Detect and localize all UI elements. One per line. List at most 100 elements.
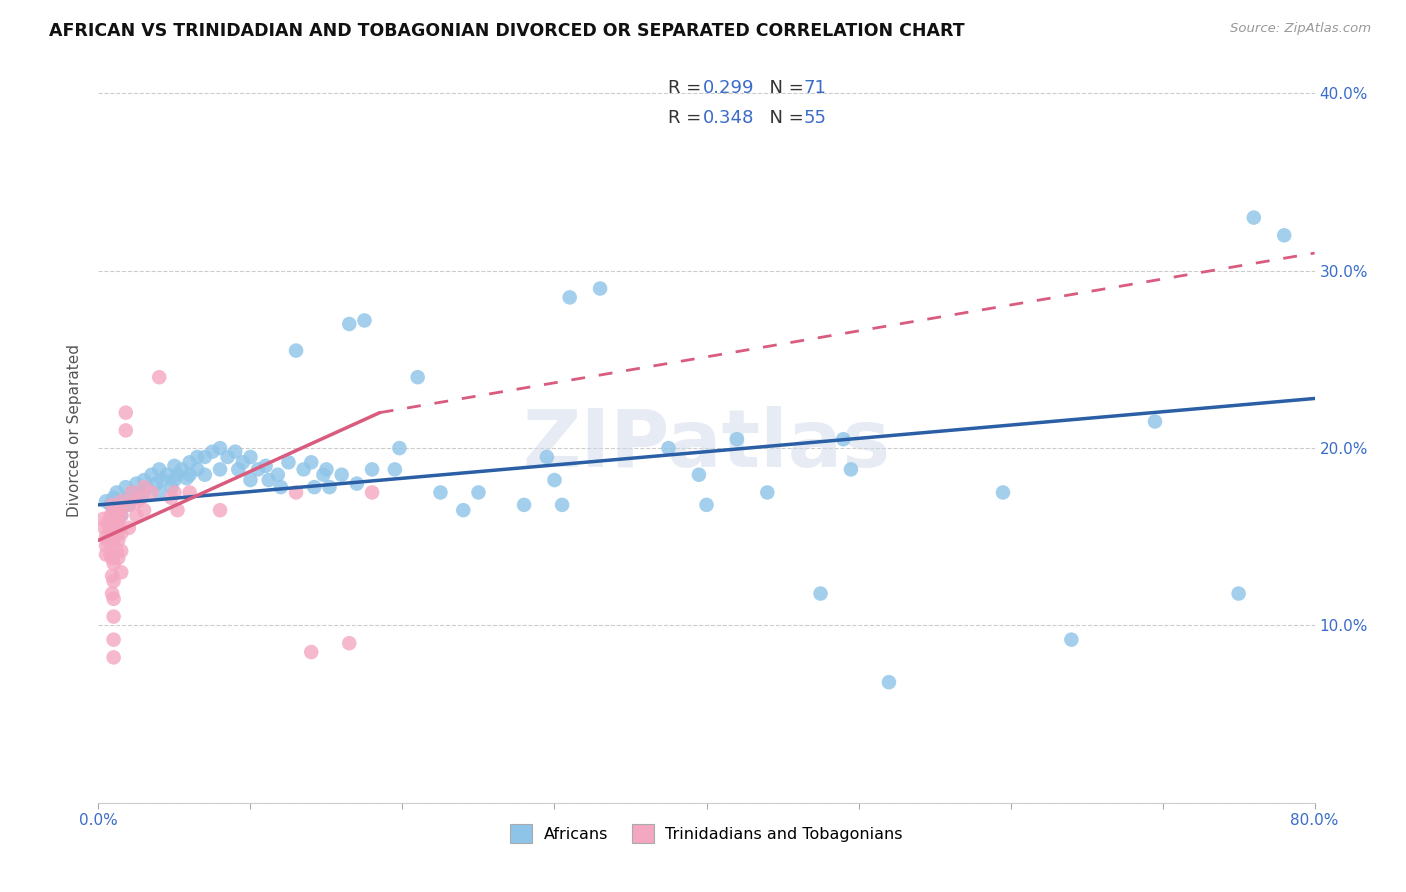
Point xyxy=(110,494,132,508)
Point xyxy=(101,498,124,512)
Point xyxy=(163,473,186,487)
Point xyxy=(353,313,375,327)
Point xyxy=(118,498,141,512)
Point xyxy=(125,508,148,523)
Point xyxy=(114,406,136,420)
Point xyxy=(118,498,141,512)
Text: 0.299: 0.299 xyxy=(703,78,755,96)
Point xyxy=(337,317,360,331)
Point xyxy=(170,462,193,476)
Point xyxy=(877,675,900,690)
Point xyxy=(179,485,201,500)
Point xyxy=(129,491,152,505)
Point xyxy=(108,521,131,535)
Point xyxy=(114,423,136,437)
Point xyxy=(226,462,249,476)
Point xyxy=(156,467,179,482)
Point xyxy=(267,467,290,482)
Point xyxy=(94,539,117,553)
Point xyxy=(103,503,125,517)
Point xyxy=(589,281,612,295)
Text: 55: 55 xyxy=(804,109,827,127)
Point xyxy=(304,480,326,494)
Point xyxy=(110,508,132,523)
Point xyxy=(209,441,232,455)
Point xyxy=(148,462,170,476)
Point xyxy=(1227,586,1250,600)
Point xyxy=(551,498,574,512)
Point xyxy=(105,485,128,500)
Point xyxy=(148,485,170,500)
Text: N =: N = xyxy=(758,78,808,96)
Point xyxy=(725,432,748,446)
Point xyxy=(1060,632,1083,647)
Point xyxy=(103,650,125,665)
Point xyxy=(101,551,124,566)
Point xyxy=(513,498,536,512)
Point xyxy=(132,503,155,517)
Point xyxy=(101,586,124,600)
Point xyxy=(101,533,124,548)
Point xyxy=(91,512,114,526)
Point xyxy=(406,370,429,384)
Point xyxy=(132,473,155,487)
Point xyxy=(285,343,308,358)
Point xyxy=(94,530,117,544)
Point xyxy=(118,521,141,535)
Point xyxy=(239,450,262,464)
Point xyxy=(132,485,155,500)
Point xyxy=(105,508,128,523)
Point xyxy=(101,516,124,530)
Point xyxy=(217,450,239,464)
Point xyxy=(270,480,292,494)
Point xyxy=(179,455,201,469)
Point xyxy=(125,491,148,505)
Point xyxy=(110,544,132,558)
Point xyxy=(330,467,353,482)
Point xyxy=(696,498,718,512)
Point xyxy=(337,636,360,650)
Point xyxy=(186,462,208,476)
Point xyxy=(150,473,173,487)
Point xyxy=(136,480,159,494)
Point xyxy=(103,491,125,505)
Point xyxy=(1272,228,1295,243)
Point xyxy=(536,450,558,464)
Point xyxy=(110,494,132,508)
Point xyxy=(94,548,117,562)
Point xyxy=(103,574,125,588)
Point xyxy=(209,503,232,517)
Point xyxy=(160,480,183,494)
Point xyxy=(467,485,489,500)
Point xyxy=(94,494,117,508)
Text: 0.348: 0.348 xyxy=(703,109,754,127)
Point xyxy=(132,480,155,494)
Point xyxy=(346,476,368,491)
Point xyxy=(285,485,308,500)
Point xyxy=(110,526,132,541)
Text: AFRICAN VS TRINIDADIAN AND TOBAGONIAN DIVORCED OR SEPARATED CORRELATION CHART: AFRICAN VS TRINIDADIAN AND TOBAGONIAN DI… xyxy=(49,22,965,40)
Point xyxy=(299,455,322,469)
Point xyxy=(100,498,122,512)
Point xyxy=(224,444,246,458)
Point xyxy=(107,551,129,566)
Point xyxy=(103,533,125,548)
Point xyxy=(107,516,129,530)
Point xyxy=(176,471,198,485)
Point xyxy=(103,591,125,606)
Point xyxy=(756,485,779,500)
Point xyxy=(96,533,118,548)
Point xyxy=(209,462,232,476)
Text: ZIPatlas: ZIPatlas xyxy=(523,406,890,484)
Point xyxy=(141,485,163,500)
Point xyxy=(103,632,125,647)
Point xyxy=(125,476,148,491)
Point xyxy=(657,441,679,455)
Text: 71: 71 xyxy=(804,78,827,96)
Point xyxy=(453,503,475,517)
Point xyxy=(832,432,855,446)
Point xyxy=(384,462,406,476)
Point xyxy=(145,476,167,491)
Point xyxy=(194,450,217,464)
Point xyxy=(991,485,1014,500)
